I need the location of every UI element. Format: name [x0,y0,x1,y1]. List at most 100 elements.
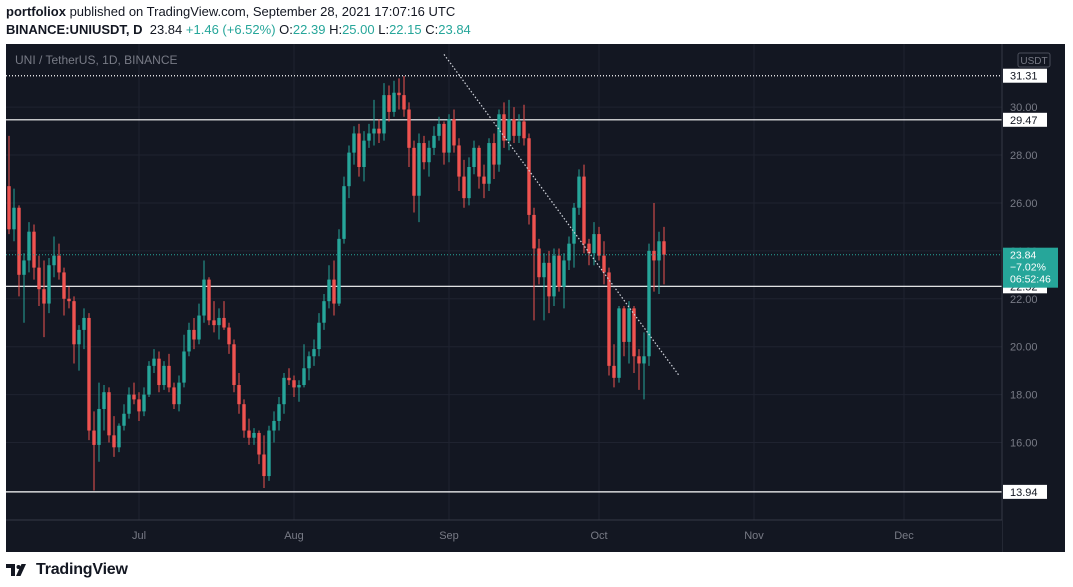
candle [532,207,536,321]
candle-body [552,255,556,297]
candle-body [182,351,186,383]
candle-body [92,430,96,445]
time-tick-label: Oct [590,530,607,542]
candle-body [342,186,346,239]
candle [397,78,401,110]
symbol-label: BINANCE:UNIUSDT, D [6,22,143,37]
candle-body [622,308,626,342]
price-tick-label: 22.00 [1010,294,1038,306]
candle-body [527,138,531,215]
candle-body [72,301,76,345]
candle [637,349,641,390]
candle-body [547,262,551,297]
candle-body [122,413,126,426]
trendline[interactable] [443,54,680,376]
candle-body [507,119,511,141]
candle-body [257,432,261,455]
candle [72,296,76,364]
candle-body [372,128,376,134]
price-tick-label: 16.00 [1010,438,1038,450]
candle [327,265,331,309]
candle [267,425,271,481]
candle-body [592,234,596,254]
price-axis[interactable]: 16.0018.0020.0022.0024.0026.0028.0030.00… [1001,44,1065,552]
candle-body [382,95,386,134]
candle [7,135,11,235]
candle [17,205,21,297]
level-label: 13.94 [1010,487,1038,499]
candle-body [642,356,646,364]
candle-body [52,255,56,266]
candle [347,145,351,199]
candle [537,238,541,285]
candle [592,222,596,266]
candle [302,344,306,388]
candle-body [277,404,281,421]
candle [102,385,106,431]
candle-body [82,317,86,330]
candle [217,308,221,340]
candle [362,131,366,182]
candle [607,267,611,376]
candle-body [57,255,61,273]
author-name[interactable]: portfoliox [6,4,66,19]
candle-body [127,394,131,414]
candle-body [562,260,566,287]
chart-area[interactable]: 16.0018.0020.0022.0024.0026.0028.0030.00… [6,44,1065,552]
candle-body [287,377,291,381]
candle-body [262,454,266,477]
candle [252,428,256,445]
candle [392,80,396,117]
candle-body [332,279,336,304]
unit-badge [1017,52,1051,68]
time-axis[interactable]: Jul Aug Sep Oct Nov Dec [6,519,1002,552]
candle [47,258,51,314]
candle [372,99,376,146]
tradingview-logo[interactable]: TradingView [6,558,128,582]
candle [237,373,241,414]
last-price: 23.84 [149,22,183,37]
candle-body [472,147,476,167]
candle [522,104,526,146]
candle [382,83,386,141]
candle [82,308,86,350]
candle-body [202,279,206,316]
candle [197,303,201,345]
price-chart[interactable]: 16.0018.0020.0022.0024.0026.0028.0030.00… [6,44,1065,552]
candle-body [167,365,171,388]
candle-body [42,289,46,304]
level-tag [1003,484,1047,499]
candle [52,236,56,278]
candle [422,135,426,170]
candle [112,416,116,457]
candle [622,305,626,357]
candle-body [272,420,276,431]
candle [182,334,186,388]
candle-body [482,176,486,184]
candle-body [452,119,456,146]
time-tick-label: Sep [439,530,459,542]
candle [317,313,321,357]
candle [647,243,651,366]
candle [247,418,251,445]
candle [92,411,96,491]
candle [127,387,131,419]
candle [257,430,261,465]
level-tag [1003,68,1047,83]
candle-body [102,392,106,409]
candle [472,140,476,175]
candle [342,176,346,244]
candle-body [427,147,431,163]
candle-body [142,394,146,412]
candle-body [77,329,81,345]
candle-body [247,430,251,438]
candle [22,253,26,323]
candle [387,85,391,122]
candle [292,375,296,397]
candle-body [457,145,461,177]
candle-body [317,322,321,350]
candle-body [117,425,121,448]
candle-body [637,356,641,364]
candle-body [412,147,416,196]
countdown-label: 06:52:46 [1010,274,1051,286]
